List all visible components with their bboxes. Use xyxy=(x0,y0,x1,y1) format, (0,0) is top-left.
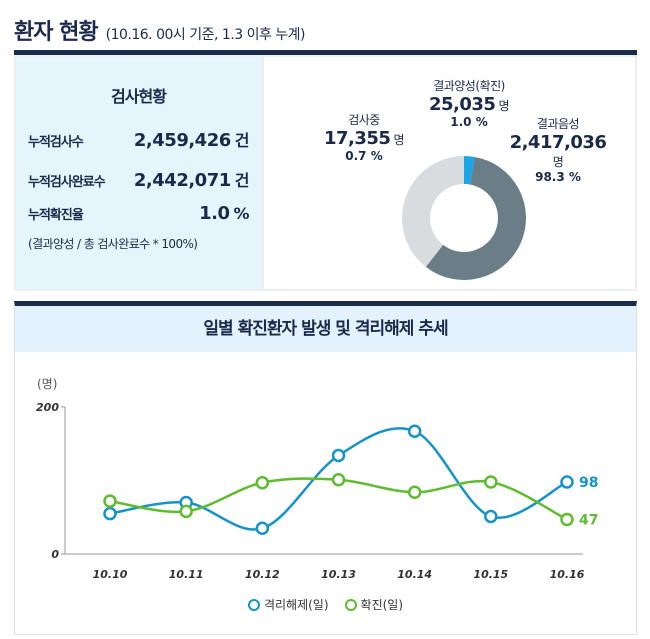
x-tick-label: 10.14 xyxy=(397,568,432,581)
page-title: 환자 현황 xyxy=(14,20,99,45)
y-tick-label: 200 xyxy=(36,401,59,414)
donut-label-negative: 결과음성 2,417,036 명 98.3 % xyxy=(509,117,607,184)
x-tick-label: 10.10 xyxy=(93,568,128,581)
data-point-confirmed xyxy=(103,494,117,508)
trend-section: 일별 확진환자 발생 및 격리해제 추세 (명) 0 200 10.10 10.11 10… xyxy=(14,301,637,635)
stat-label: 누적검사수 xyxy=(28,135,84,150)
stat-row-completed-tests: 누적검사완료수 2,442,071 건 xyxy=(28,167,250,191)
legend-marker-confirmed-icon xyxy=(344,598,357,611)
legend-item-confirmed: 확진(일) xyxy=(344,596,404,613)
data-point-confirmed xyxy=(484,475,498,489)
legend-marker-released-icon xyxy=(247,598,260,611)
legend-label-released: 격리해제(일) xyxy=(263,598,329,612)
data-point-confirmed xyxy=(407,485,422,500)
donut-segment-positive xyxy=(464,156,475,185)
donut-segment-negative xyxy=(425,156,526,280)
stat-value: 1.0% xyxy=(199,203,249,224)
stat-value: 2,459,426 건 xyxy=(133,130,250,151)
trend-title: 일별 확진환자 발생 및 격리해제 추세 xyxy=(15,306,636,352)
data-point-confirmed xyxy=(331,473,346,487)
stat-label: 누적검사완료수 xyxy=(28,175,106,190)
donut-chart xyxy=(402,156,526,280)
positive-rate-note: (결과양성 / 총 검사완료수 * 100%) xyxy=(28,237,198,251)
legend-item-released: 격리해제(일) xyxy=(247,596,329,613)
donut-label-positive: 결과양성(확진) 25,035 명 1.0 % xyxy=(428,79,509,129)
trend-line-chart: (명) 0 200 10.10 10.11 10.12 10.13 10.14 10.15 10.… xyxy=(36,377,598,581)
page-header: 환자 현황 (10.16. 00시 기준, 1.3 이후 누계) xyxy=(14,14,306,48)
x-tick-label: 10.16 xyxy=(550,568,585,581)
data-point-released xyxy=(407,424,422,439)
data-point-confirmed xyxy=(560,512,574,527)
stat-value: 2,442,071 건 xyxy=(133,170,250,191)
stat-label: 누적확진율 xyxy=(28,208,84,223)
test-status-box: 검사현황 누적검사수 2,459,426 건 누적검사완료수 2,442,071 건… xyxy=(16,57,261,289)
data-point-released xyxy=(103,506,117,521)
stat-row-positive-rate: 누적확진율 1.0% xyxy=(28,203,249,224)
data-point-confirmed xyxy=(255,475,270,490)
end-label-released: 98 xyxy=(579,475,598,491)
legend-label-confirmed: 확진(일) xyxy=(360,598,404,612)
x-tick-label: 10.12 xyxy=(245,568,280,581)
data-point-released xyxy=(331,448,346,463)
end-label-confirmed: 47 xyxy=(579,512,598,528)
data-point-confirmed xyxy=(179,504,193,519)
chart-legend: 격리해제(일) 확진(일) xyxy=(15,596,636,613)
y-unit-label: (명) xyxy=(37,377,57,391)
donut-panel: 결과양성(확진) 25,035 명 1.0 % 검사중 17,355 명 0.7 %… xyxy=(264,57,635,289)
data-point-released xyxy=(560,475,574,489)
test-status-title: 검사현황 xyxy=(111,87,167,106)
stat-row-total-tests: 누적검사수 2,459,426 건 xyxy=(28,127,250,151)
donut-segment-testing xyxy=(402,156,464,267)
y-tick-label: 0 xyxy=(51,548,59,561)
x-tick-label: 10.11 xyxy=(169,568,204,581)
donut-label-testing: 검사중 17,355 명 0.7 % xyxy=(323,113,404,163)
patient-status-section: 검사현황 누적검사수 2,459,426 건 누적검사완료수 2,442,071 건… xyxy=(14,50,637,291)
x-tick-label: 10.15 xyxy=(473,568,508,581)
data-point-released xyxy=(484,509,498,524)
page-subtitle: (10.16. 00시 기준, 1.3 이후 누계) xyxy=(105,27,306,43)
x-tick-label: 10.13 xyxy=(321,568,356,581)
data-point-released xyxy=(255,521,270,536)
